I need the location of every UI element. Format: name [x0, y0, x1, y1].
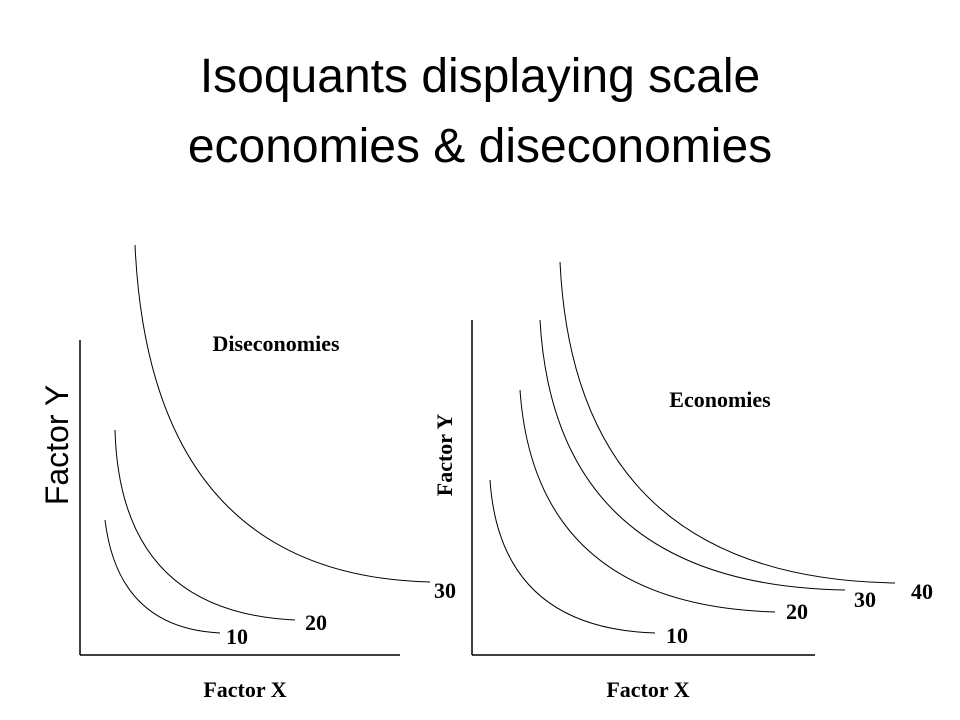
curve-label: 20 [305, 610, 327, 635]
panel-economies: Factor Y Factor X Economies 10 20 30 40 [432, 261, 933, 702]
y-axis-label: Factor Y [432, 414, 457, 497]
isoquant [134, 244, 431, 583]
isoquant [539, 319, 846, 591]
panel-diseconomies: Factor Y Factor X Diseconomies 10 20 30 [39, 244, 456, 702]
curve-label: 30 [854, 587, 876, 612]
slide-title: Isoquants displaying scale economies & d… [187, 50, 773, 173]
curve-label: 30 [434, 578, 456, 603]
curve-label: 10 [666, 623, 688, 648]
isoquant [114, 429, 296, 621]
isoquant [519, 389, 776, 613]
curve-label: 40 [911, 579, 933, 604]
panel-label: Economies [669, 387, 771, 412]
panel-label: Diseconomies [212, 331, 340, 356]
x-axis-label: Factor X [203, 677, 286, 702]
isoquant [104, 519, 221, 634]
y-axis-label: Factor Y [39, 385, 75, 505]
isoquant [559, 261, 896, 584]
isoquant [489, 479, 656, 634]
curve-label: 20 [786, 599, 808, 624]
curve-label: 10 [226, 624, 248, 649]
x-axis-label: Factor X [606, 677, 689, 702]
